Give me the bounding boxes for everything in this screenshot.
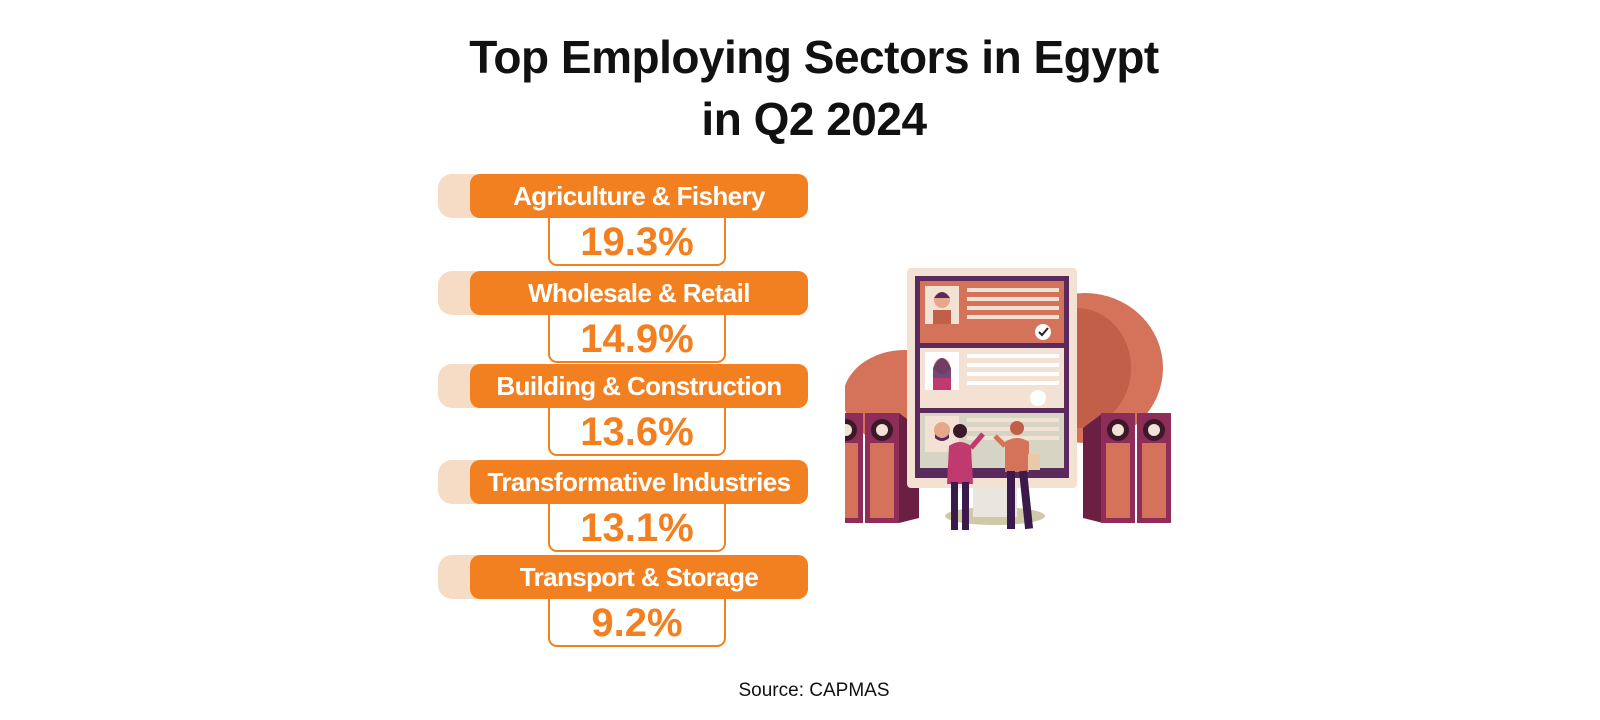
sector-label: Wholesale & Retail [470, 271, 808, 315]
source-note: Source: CAPMAS [738, 680, 890, 701]
chart-title-line-1: Top Employing Sectors in Egypt [469, 31, 1159, 83]
sector-row: 9.2% Transport & Storage [0, 555, 900, 651]
sector-label: Agriculture & Fishery [470, 174, 808, 218]
sector-label: Building & Construction [470, 364, 808, 408]
job-candidates-board-illustration [845, 268, 1171, 530]
person-icon [947, 424, 985, 530]
sector-label: Transport & Storage [470, 555, 808, 599]
sector-row: 13.1% Transformative Industries [0, 460, 900, 556]
sector-value: 13.6% [548, 407, 726, 456]
sector-row: 13.6% Building & Construction [0, 364, 900, 460]
sector-label: Transformative Industries [470, 460, 808, 504]
speaker-icon [1083, 413, 1171, 523]
speaker-icon [845, 413, 919, 523]
sector-value: 13.1% [548, 503, 726, 552]
chart-title: Top Employing Sectors in Egypt in Q2 202… [0, 26, 1600, 150]
person-icon [993, 421, 1040, 530]
sector-value: 14.9% [548, 314, 726, 363]
sector-row: 14.9% Wholesale & Retail [0, 271, 900, 367]
candidate-card [920, 348, 1064, 408]
check-icon [1035, 324, 1051, 340]
sector-value: 19.3% [548, 217, 726, 266]
sector-row: 19.3% Agriculture & Fishery [0, 174, 900, 270]
candidate-card [920, 281, 1064, 343]
sector-list: 19.3% Agriculture & Fishery 14.9% Wholesale… [0, 174, 900, 651]
sector-value: 9.2% [548, 598, 726, 647]
candidate-card [920, 413, 1064, 468]
chart-title-line-2: in Q2 2024 [701, 93, 927, 145]
